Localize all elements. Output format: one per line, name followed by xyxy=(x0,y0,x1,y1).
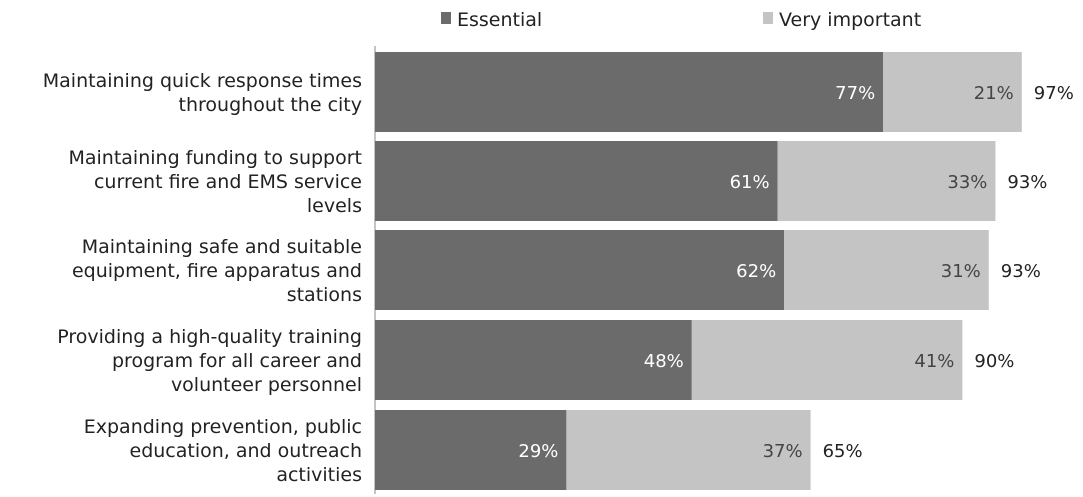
category-label-4: Providing a high-quality training program… xyxy=(57,326,362,396)
data-label-essential-4: 48% xyxy=(644,351,684,372)
total-label-5: 65% xyxy=(823,441,863,462)
bar-very-important-5 xyxy=(566,410,811,490)
legend-label-very-important: Very important xyxy=(779,9,921,31)
bars-group: 77% 21% 97% 61% 33% 93% 62% 31% 93% 48% 41% 90% 29% 3… xyxy=(375,52,1074,490)
total-label-4: 90% xyxy=(974,351,1014,372)
data-label-essential-3: 62% xyxy=(736,261,776,282)
total-label-2: 93% xyxy=(1007,172,1047,193)
bar-essential-1 xyxy=(375,52,884,132)
bar-very-important-2 xyxy=(777,141,996,221)
legend-swatch-very-important xyxy=(763,12,773,24)
category-labels-group: Maintaining quick response times througho… xyxy=(43,70,362,486)
bar-essential-5 xyxy=(375,410,567,490)
legend-swatch-essential xyxy=(441,12,451,24)
bar-very-important-4 xyxy=(691,320,963,400)
legend: Essential Very important xyxy=(441,9,921,31)
data-label-essential-2: 61% xyxy=(730,172,770,193)
bar-very-important-3 xyxy=(784,230,989,310)
category-label-5: Expanding prevention, public education, a… xyxy=(84,416,362,486)
total-label-1: 97% xyxy=(1034,83,1074,104)
bar-essential-2 xyxy=(375,141,778,221)
data-label-very-important-4: 41% xyxy=(914,351,954,372)
total-label-3: 93% xyxy=(1001,261,1041,282)
data-label-very-important-5: 37% xyxy=(763,441,803,462)
bar-essential-3 xyxy=(375,230,785,310)
category-label-2: Maintaining funding to support current fi… xyxy=(68,147,362,217)
category-label-1: Maintaining quick response times througho… xyxy=(43,70,362,116)
data-label-essential-1: 77% xyxy=(835,83,875,104)
data-label-essential-5: 29% xyxy=(518,441,558,462)
bar-essential-4 xyxy=(375,320,692,400)
data-label-very-important-3: 31% xyxy=(941,261,981,282)
bar-very-important-1 xyxy=(883,52,1022,132)
data-label-very-important-2: 33% xyxy=(947,172,987,193)
legend-label-essential: Essential xyxy=(457,9,542,31)
category-label-3: Maintaining safe and suitable equipment, … xyxy=(72,236,362,306)
data-label-very-important-1: 21% xyxy=(974,83,1014,104)
